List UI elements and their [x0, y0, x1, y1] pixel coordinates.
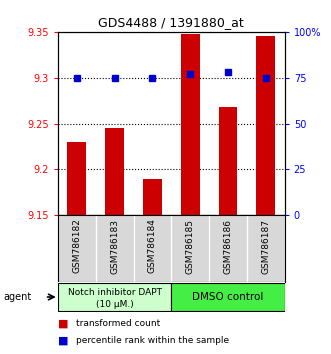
Bar	[68, 142, 86, 215]
Text: GSM786183: GSM786183	[110, 218, 119, 274]
Bar	[256, 36, 275, 215]
Text: DMSO control: DMSO control	[192, 292, 264, 302]
Title: GDS4488 / 1391880_at: GDS4488 / 1391880_at	[98, 16, 244, 29]
Text: GSM786187: GSM786187	[261, 218, 270, 274]
Text: GSM786184: GSM786184	[148, 218, 157, 274]
Bar	[105, 128, 124, 215]
Bar	[58, 283, 171, 311]
Bar	[181, 34, 200, 215]
Text: Notch inhibitor DAPT: Notch inhibitor DAPT	[68, 288, 162, 297]
Text: percentile rank within the sample: percentile rank within the sample	[76, 336, 229, 345]
Text: GSM786185: GSM786185	[186, 218, 195, 274]
Text: ■: ■	[58, 336, 69, 346]
Text: GSM786186: GSM786186	[223, 218, 232, 274]
Text: transformed count: transformed count	[76, 319, 161, 328]
Bar	[143, 178, 162, 215]
Text: agent: agent	[3, 292, 31, 302]
Text: ■: ■	[58, 319, 69, 329]
Bar	[218, 107, 237, 215]
Bar	[171, 283, 285, 311]
Text: GSM786182: GSM786182	[72, 218, 81, 274]
Text: (10 μM.): (10 μM.)	[96, 300, 133, 309]
